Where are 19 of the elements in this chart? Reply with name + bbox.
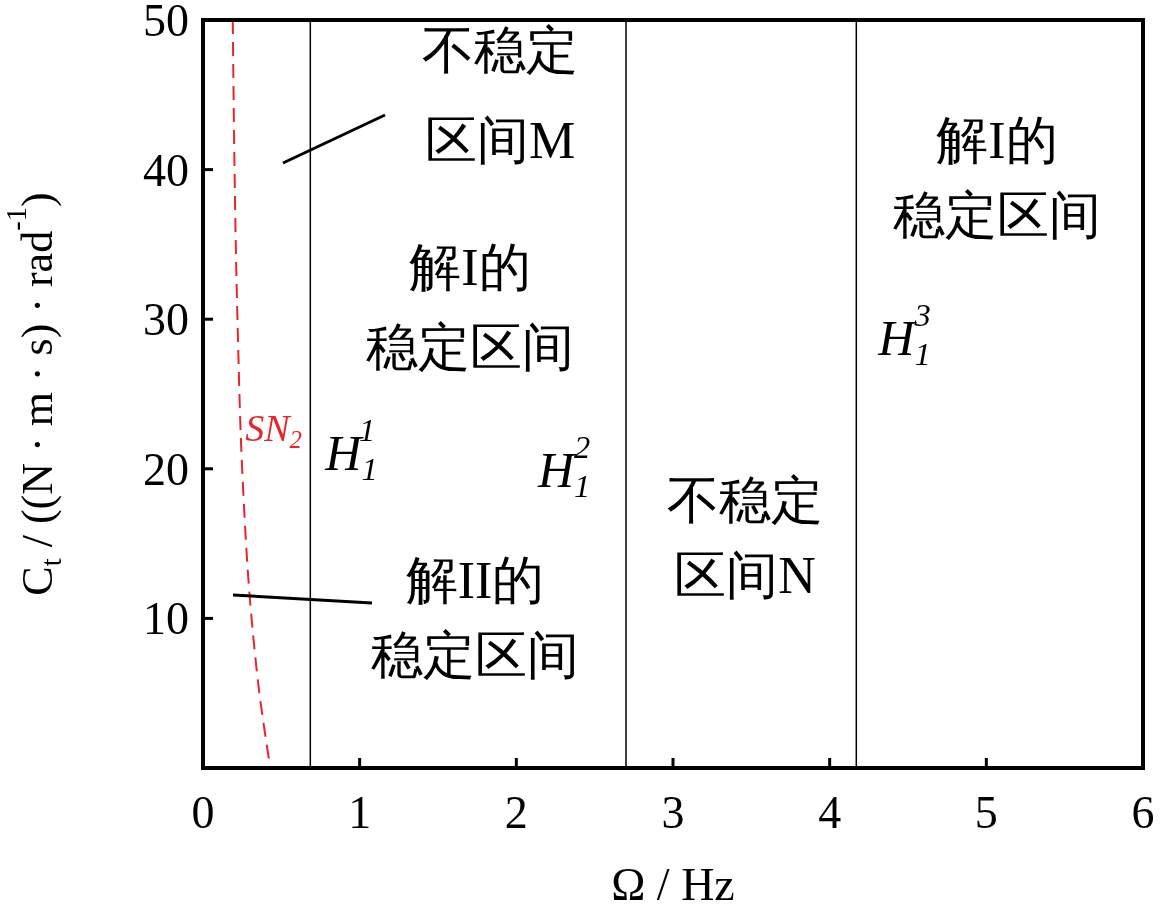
y-tick-label: 50 [143,0,189,46]
x-tick-label: 6 [1131,787,1155,838]
x-tick-label: 3 [661,787,685,838]
y-tick-label: 10 [143,593,189,645]
series-label: SN$_{2}$ [245,406,302,454]
annotation: 不稳定区间N [667,472,823,604]
x-tick-label: 4 [818,787,842,838]
y-tick-label: 20 [143,443,189,495]
x-tick-label: 0 [191,787,215,838]
y-tick-label: 40 [143,144,189,196]
annotation: 不稳定区间M [422,22,578,169]
x-tick-label: 2 [504,787,528,838]
annotation: 解I的稳定区间 [366,239,574,376]
x-tick-label: 1 [348,787,372,838]
annotation: 解I的稳定区间 [893,112,1101,244]
x-tick-label: 5 [974,787,998,838]
x-axis-title: Ω / Hz [611,859,735,910]
annotation: 解II的稳定区间 [371,552,579,684]
y-tick-label: 30 [143,294,189,346]
